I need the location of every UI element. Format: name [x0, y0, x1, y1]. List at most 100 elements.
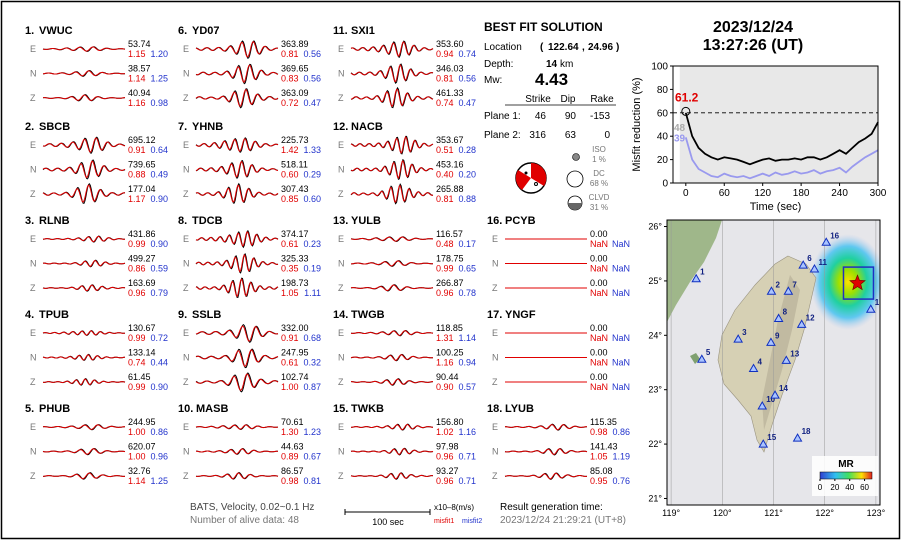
misfit1: 1.05: [590, 452, 608, 462]
misfit2: 1.20: [150, 49, 168, 59]
station-label: 5: [706, 348, 711, 357]
station-number: 9.: [178, 309, 187, 321]
misfit1: NaN: [590, 382, 608, 392]
station-number: 1.: [25, 25, 34, 37]
result-time: 2023/12/24 21:29:21 (UT+8): [500, 515, 626, 526]
misfit2: 0.49: [150, 170, 168, 180]
synthetic-waveform: [195, 472, 279, 480]
synthetic-waveform: [350, 185, 434, 203]
misfit2: 0.19: [303, 264, 321, 274]
column-header: Rake: [590, 94, 614, 105]
mt-component: DC: [593, 169, 605, 178]
component-label: E: [492, 328, 498, 338]
station-marker: [792, 433, 803, 442]
scale-bar: [344, 509, 431, 515]
column-header: Strike: [525, 94, 551, 105]
station-marker: [733, 334, 744, 343]
location-sep: ,: [582, 42, 585, 53]
synthetic-waveform: [195, 89, 279, 107]
station-number: 15.: [333, 403, 348, 415]
colorbar-tick-label: 0: [818, 483, 823, 492]
amplitude: 102.74: [281, 372, 309, 382]
synthetic-waveform: [350, 236, 434, 242]
amplitude: 178.75: [436, 254, 464, 264]
synthetic-waveform: [350, 472, 434, 480]
misfit1: 0.88: [128, 170, 146, 180]
station-label: 12: [806, 313, 815, 322]
beachball-axis: [534, 182, 538, 186]
component-label: Z: [492, 283, 498, 293]
amplitude: 44.63: [281, 442, 304, 452]
mw: 4.43: [535, 70, 568, 89]
misfit1: 1.15: [128, 49, 146, 59]
component-label: E: [183, 140, 189, 150]
x-tick-label: 120: [754, 188, 771, 199]
station-label: 3: [742, 328, 747, 337]
x-tick-label: 240: [831, 188, 848, 199]
component-label: Z: [338, 283, 344, 293]
synthetic-waveform: [43, 137, 126, 153]
misfit1: 1.02: [436, 427, 454, 437]
misfit1: 1.16: [436, 358, 454, 368]
x-tick-label: 180: [793, 188, 810, 199]
amplitude: 40.94: [128, 88, 151, 98]
synthetic-waveform: [43, 378, 126, 386]
synthetic-waveform: [350, 41, 434, 57]
misfit1: 0.99: [128, 333, 146, 343]
station-name: TWGB: [351, 309, 385, 321]
amplitude: 265.88: [436, 184, 464, 194]
synthetic-waveform: [195, 448, 278, 455]
synthetic-waveform: [195, 231, 279, 247]
station-label: 8: [783, 307, 788, 316]
misfit2: 0.28: [458, 145, 476, 155]
station-marker: [798, 260, 809, 269]
component-label: N: [30, 447, 37, 457]
station-label: 16: [830, 231, 839, 240]
misfit1: 1.05: [281, 288, 299, 298]
component-label: Z: [30, 377, 36, 387]
misfit2: NaN: [612, 264, 630, 274]
station-label: 1: [700, 268, 705, 277]
component-label: E: [30, 422, 36, 432]
misfit2: 0.90: [150, 382, 168, 392]
depth-label: Depth:: [484, 59, 513, 70]
station-label: 11: [818, 258, 827, 267]
component-label: Z: [183, 377, 189, 387]
misfit1: 0.96: [436, 452, 454, 462]
synthetic-waveform: [504, 472, 588, 480]
misfit1: 0.51: [436, 145, 454, 155]
station-name: SSLB: [192, 309, 221, 321]
station-name: PHUB: [39, 403, 70, 415]
component-label: N: [30, 259, 37, 269]
amplitude: 0.00: [590, 323, 608, 333]
misfit2: 0.79: [150, 288, 168, 298]
legend-misfit1: misfit1: [434, 518, 454, 525]
mt-percent: 1 %: [592, 155, 606, 164]
lat-tick-label: 21°: [648, 493, 662, 503]
location-lat: 24.96: [588, 42, 613, 53]
component-label: Z: [338, 377, 344, 387]
amplitude: 133.14: [128, 348, 156, 358]
location-open: (: [540, 42, 544, 53]
synthetic-waveform: [350, 284, 434, 292]
misfit1: 0.81: [436, 194, 454, 204]
mt-component: ISO: [592, 145, 606, 154]
component-label: N: [183, 353, 190, 363]
synthetic-waveform: [195, 278, 279, 298]
misfit1: 0.99: [128, 239, 146, 249]
colorbar-title: MR: [838, 459, 854, 470]
station-number: 8.: [178, 215, 187, 227]
amplitude: 461.33: [436, 88, 464, 98]
misfit2: 1.11: [304, 288, 321, 298]
misfit2: NaN: [612, 358, 630, 368]
epicenter-box: [842, 266, 875, 300]
synthetic-waveform: [350, 64, 434, 83]
component-label: E: [30, 140, 36, 150]
amplitude: 620.07: [128, 442, 156, 452]
component-label: E: [492, 422, 498, 432]
beachball-axis: [524, 171, 528, 175]
synthetic-waveform: [504, 448, 588, 455]
misfit1: 0.85: [281, 194, 299, 204]
synthetic-waveform: [43, 260, 126, 267]
lat-tick-label: 23°: [648, 385, 662, 395]
